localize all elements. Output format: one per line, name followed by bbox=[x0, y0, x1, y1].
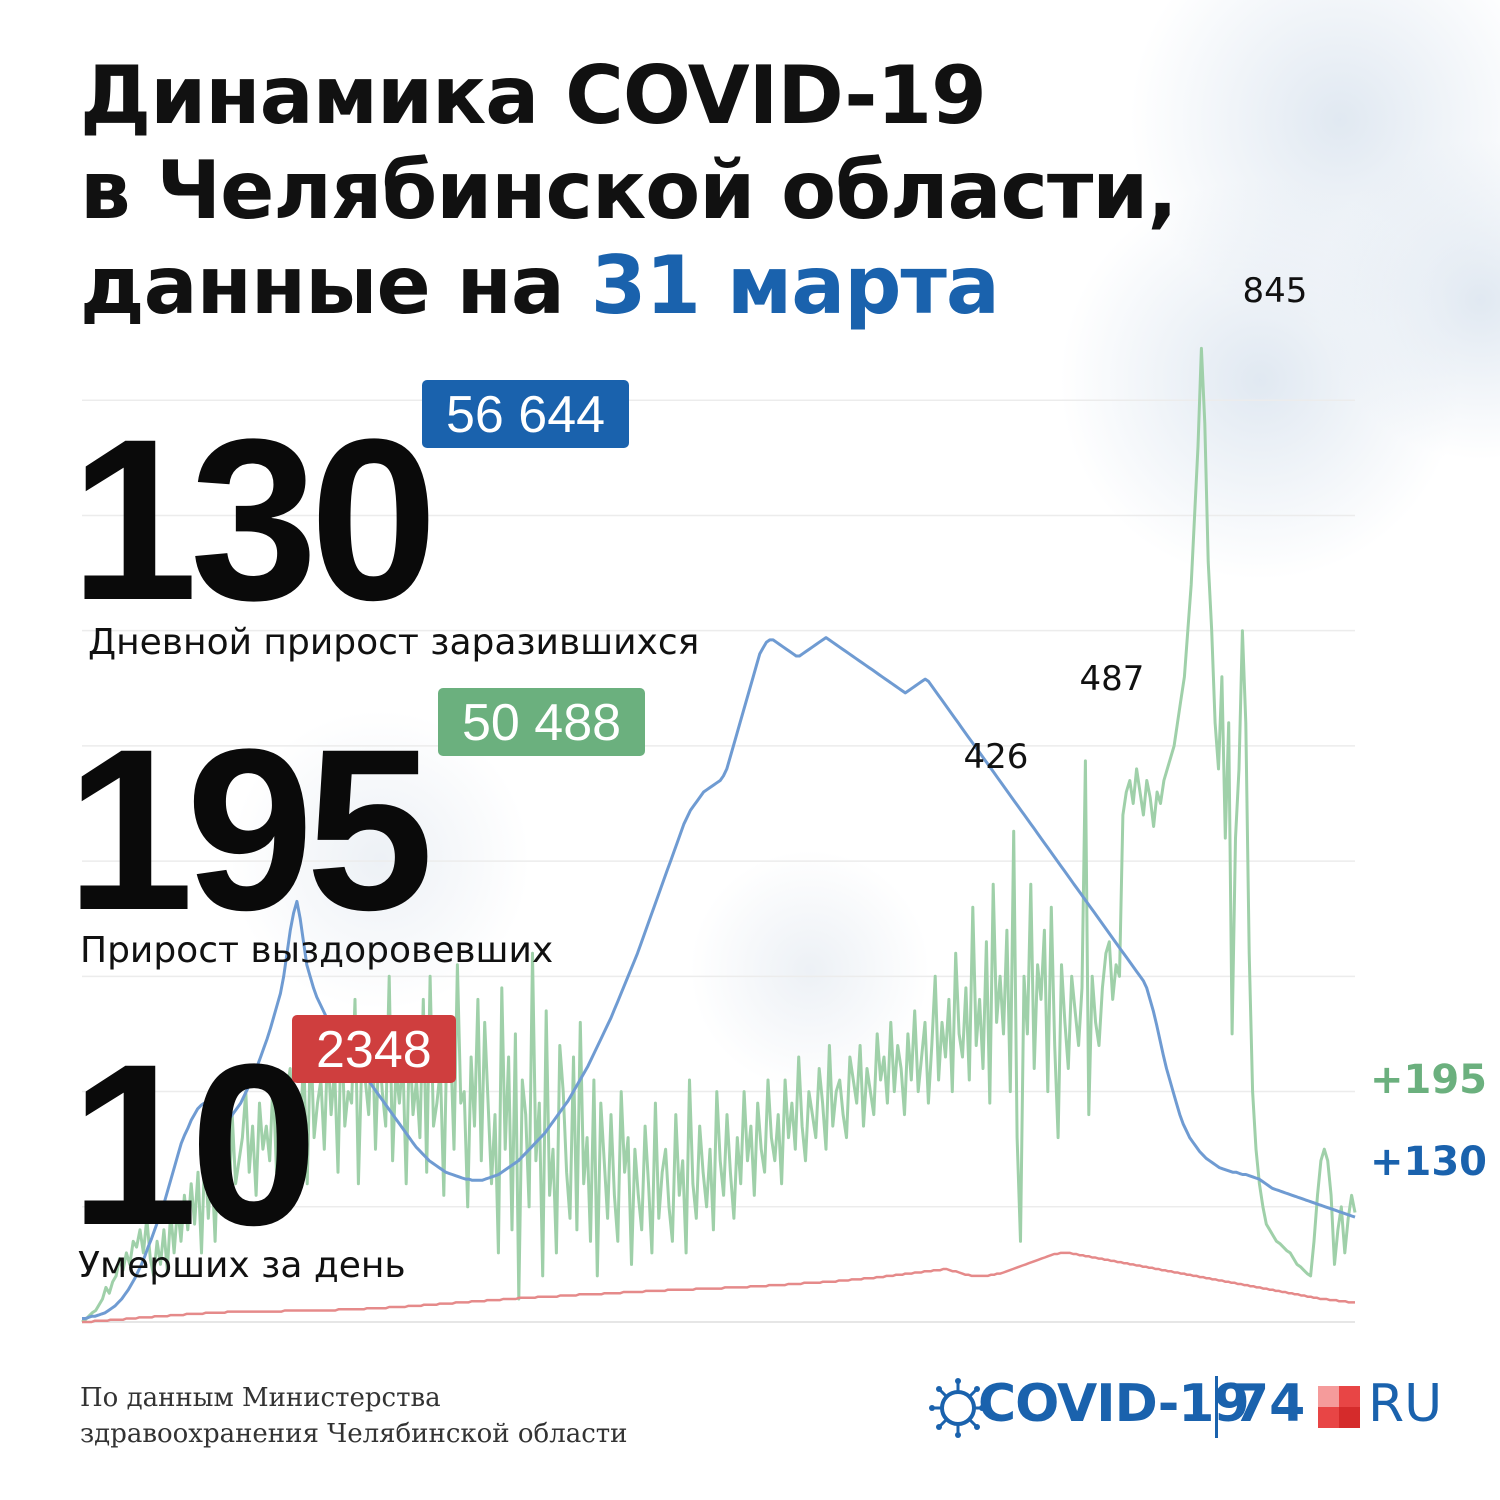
series-line-infected bbox=[82, 636, 1356, 1320]
title-line-3: данные на 31 марта bbox=[80, 238, 1177, 333]
peak-label-426: 426 bbox=[964, 737, 1029, 777]
end-label-infected: +130 bbox=[1370, 1139, 1487, 1185]
series-line-deaths bbox=[82, 1251, 1355, 1324]
recovered-label: Прирост выздоровевших bbox=[80, 930, 554, 971]
peak-label-845: 845 bbox=[1243, 271, 1308, 311]
source-line-2: здравоохранения Челябинской области bbox=[80, 1419, 628, 1449]
deaths-total-badge: 2348 bbox=[292, 1015, 456, 1083]
virus-blur-center bbox=[690, 850, 930, 1090]
title-line-3-prefix: данные на bbox=[80, 239, 565, 332]
logo-ru-text: RU bbox=[1368, 1374, 1443, 1434]
deaths-label: Умерших за день bbox=[78, 1245, 406, 1286]
virus-blur-left bbox=[230, 710, 530, 1010]
title-date: 31 марта bbox=[590, 239, 1000, 332]
end-label-recovered: +195 bbox=[1370, 1057, 1487, 1103]
chart-peak-labels: 426 487 845 bbox=[964, 271, 1308, 777]
series-line-recovered bbox=[81, 346, 1357, 1324]
logo-74-text: 74 bbox=[1233, 1374, 1306, 1434]
deaths-daily-number: 10 bbox=[70, 1016, 318, 1273]
page-title: Динамика COVID-19 в Челябинской области,… bbox=[80, 48, 1178, 333]
brand-logo: COVID-19 74 RU bbox=[928, 1368, 1458, 1448]
logo-square-icon bbox=[1318, 1386, 1360, 1428]
infected-daily-number: 130 bbox=[70, 391, 438, 648]
virus-icon bbox=[929, 1378, 984, 1438]
logo-covid-text: COVID-19 bbox=[978, 1374, 1250, 1434]
infected-label: Дневной прирост заразившихся bbox=[88, 622, 700, 663]
recovered-total-badge: 50 488 bbox=[438, 688, 646, 756]
title-line-1: Динамика COVID-19 bbox=[80, 49, 987, 142]
recovered-daily-number: 195 bbox=[66, 701, 434, 958]
logo-divider bbox=[1215, 1376, 1218, 1438]
peak-label-487: 487 bbox=[1080, 659, 1145, 699]
chart-grid bbox=[82, 399, 1355, 1323]
infected-total-badge: 56 644 bbox=[422, 380, 630, 448]
chart-lines bbox=[81, 346, 1357, 1324]
virus-blur-edge bbox=[1320, 140, 1500, 460]
source-line-1: По данным Министерства bbox=[80, 1383, 441, 1413]
title-line-2: в Челябинской области, bbox=[80, 144, 1178, 237]
source-note: По данным Министерства здравоохранения Ч… bbox=[80, 1380, 628, 1452]
